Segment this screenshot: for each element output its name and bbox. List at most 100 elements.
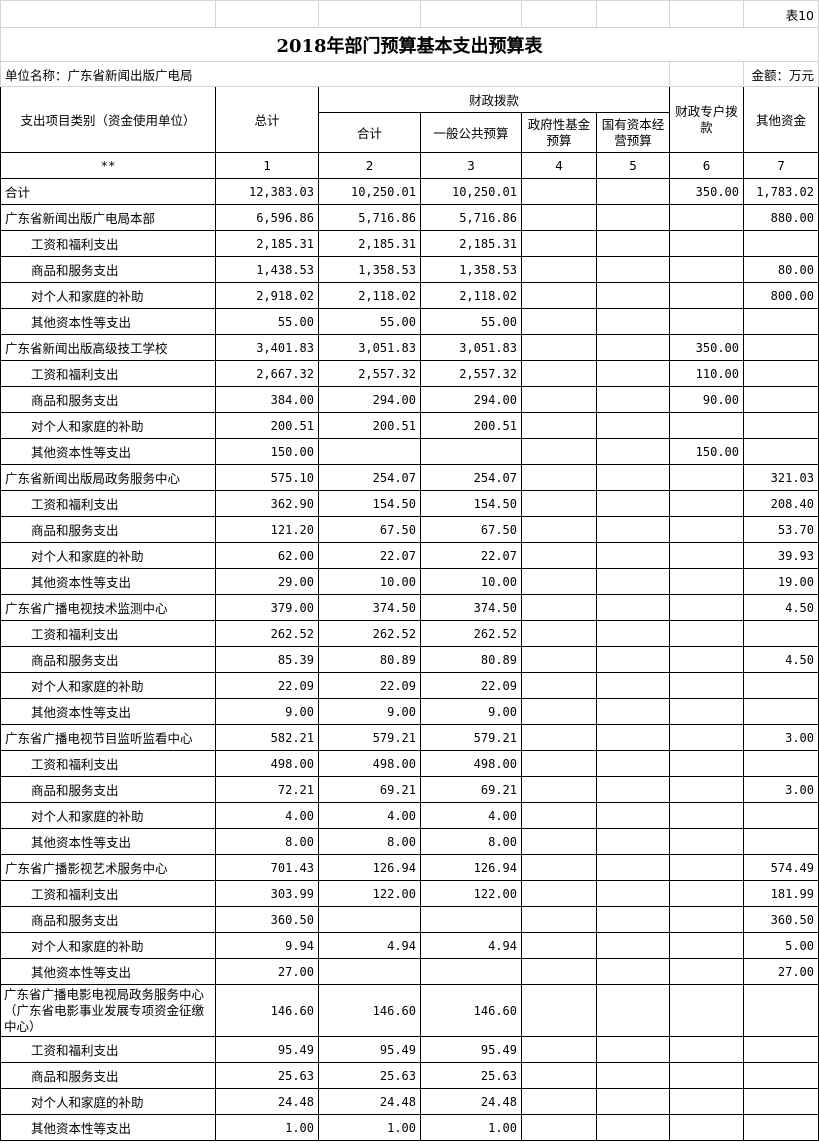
value-cell[interactable]: 126.94	[318, 854, 421, 881]
header-state-capital[interactable]: 国有资本经营预算	[596, 112, 670, 153]
value-cell[interactable]: 1.00	[420, 1114, 522, 1141]
value-cell[interactable]	[596, 828, 670, 855]
value-cell[interactable]: 67.50	[318, 516, 421, 543]
value-cell[interactable]	[521, 906, 597, 933]
value-cell[interactable]: 126.94	[420, 854, 522, 881]
value-cell[interactable]: 24.48	[420, 1088, 522, 1115]
value-cell[interactable]: 2,557.32	[420, 360, 522, 387]
value-cell[interactable]	[596, 542, 670, 569]
value-cell[interactable]	[521, 1036, 597, 1063]
amount-unit[interactable]: 金额：万元	[743, 61, 819, 87]
value-cell[interactable]: 8.00	[420, 828, 522, 855]
value-cell[interactable]	[596, 1114, 670, 1141]
value-cell[interactable]: 146.60	[420, 984, 522, 1037]
value-cell[interactable]: 154.50	[318, 490, 421, 517]
value-cell[interactable]: 80.89	[420, 646, 522, 673]
value-cell[interactable]: 582.21	[215, 724, 319, 751]
cell[interactable]	[669, 61, 744, 87]
row-label[interactable]: 工资和福利支出	[0, 230, 216, 257]
value-cell[interactable]	[596, 880, 670, 907]
value-cell[interactable]	[521, 464, 597, 491]
sheet-label[interactable]: 表10	[743, 0, 819, 28]
value-cell[interactable]: 22.07	[318, 542, 421, 569]
value-cell[interactable]	[521, 854, 597, 881]
value-cell[interactable]: 95.49	[420, 1036, 522, 1063]
value-cell[interactable]: 1,358.53	[420, 256, 522, 283]
value-cell[interactable]	[669, 958, 744, 985]
value-cell[interactable]	[521, 828, 597, 855]
row-label[interactable]: 商品和服务支出	[0, 906, 216, 933]
value-cell[interactable]	[669, 620, 744, 647]
value-cell[interactable]: 69.21	[318, 776, 421, 803]
value-cell[interactable]	[669, 542, 744, 569]
value-cell[interactable]	[521, 776, 597, 803]
value-cell[interactable]	[596, 620, 670, 647]
value-cell[interactable]	[596, 386, 670, 413]
value-cell[interactable]: 122.00	[318, 880, 421, 907]
value-cell[interactable]	[596, 516, 670, 543]
value-cell[interactable]: 9.00	[318, 698, 421, 725]
value-cell[interactable]	[521, 880, 597, 907]
row-label[interactable]: 其他资本性等支出	[0, 568, 216, 595]
value-cell[interactable]: 579.21	[318, 724, 421, 751]
value-cell[interactable]: 22.09	[420, 672, 522, 699]
value-cell[interactable]: 360.50	[215, 906, 319, 933]
value-cell[interactable]	[669, 802, 744, 829]
value-cell[interactable]: 574.49	[743, 854, 819, 881]
value-cell[interactable]	[521, 516, 597, 543]
row-label[interactable]: 其他资本性等支出	[0, 698, 216, 725]
value-cell[interactable]: 85.39	[215, 646, 319, 673]
row-label[interactable]: 对个人和家庭的补助	[0, 542, 216, 569]
row-label[interactable]: 广东省广播电视技术监测中心	[0, 594, 216, 621]
value-cell[interactable]: 254.07	[318, 464, 421, 491]
value-cell[interactable]: 3,051.83	[420, 334, 522, 361]
row-label[interactable]: 其他资本性等支出	[0, 438, 216, 465]
value-cell[interactable]: 9.00	[215, 698, 319, 725]
value-cell[interactable]	[743, 412, 819, 439]
value-cell[interactable]: 150.00	[215, 438, 319, 465]
value-cell[interactable]	[521, 178, 597, 205]
value-cell[interactable]	[318, 438, 421, 465]
value-cell[interactable]: 67.50	[420, 516, 522, 543]
header-category[interactable]: 支出项目类别（资金使用单位）	[0, 86, 216, 153]
value-cell[interactable]: 2,557.32	[318, 360, 421, 387]
row-label[interactable]: 商品和服务支出	[0, 776, 216, 803]
value-cell[interactable]: 4.50	[743, 646, 819, 673]
value-cell[interactable]: 8.00	[318, 828, 421, 855]
value-cell[interactable]: 27.00	[743, 958, 819, 985]
value-cell[interactable]	[743, 438, 819, 465]
value-cell[interactable]	[596, 594, 670, 621]
index-cell[interactable]: 3	[420, 152, 522, 179]
value-cell[interactable]: 350.00	[669, 334, 744, 361]
value-cell[interactable]: 9.94	[215, 932, 319, 959]
value-cell[interactable]: 6,596.86	[215, 204, 319, 231]
value-cell[interactable]: 1,783.02	[743, 178, 819, 205]
value-cell[interactable]	[596, 906, 670, 933]
value-cell[interactable]: 200.51	[318, 412, 421, 439]
row-label[interactable]: 广东省广播电影电视局政务服务中心（广东省电影事业发展专项资金征缴中心）	[0, 984, 216, 1037]
value-cell[interactable]	[521, 412, 597, 439]
value-cell[interactable]	[669, 1036, 744, 1063]
value-cell[interactable]	[318, 958, 421, 985]
value-cell[interactable]	[521, 620, 597, 647]
value-cell[interactable]	[521, 672, 597, 699]
row-label[interactable]: 广东省广播电视节目监听监看中心	[0, 724, 216, 751]
value-cell[interactable]	[669, 204, 744, 231]
value-cell[interactable]	[596, 646, 670, 673]
value-cell[interactable]: 208.40	[743, 490, 819, 517]
value-cell[interactable]	[669, 724, 744, 751]
value-cell[interactable]	[596, 750, 670, 777]
value-cell[interactable]	[318, 906, 421, 933]
value-cell[interactable]: 701.43	[215, 854, 319, 881]
value-cell[interactable]: 254.07	[420, 464, 522, 491]
header-gov-fund[interactable]: 政府性基金预算	[521, 112, 597, 153]
row-label[interactable]: 商品和服务支出	[0, 1062, 216, 1089]
value-cell[interactable]: 22.09	[318, 672, 421, 699]
row-label[interactable]: 工资和福利支出	[0, 750, 216, 777]
value-cell[interactable]: 374.50	[420, 594, 522, 621]
value-cell[interactable]	[596, 724, 670, 751]
value-cell[interactable]: 95.49	[215, 1036, 319, 1063]
value-cell[interactable]: 880.00	[743, 204, 819, 231]
cell[interactable]	[669, 0, 744, 28]
value-cell[interactable]: 55.00	[215, 308, 319, 335]
